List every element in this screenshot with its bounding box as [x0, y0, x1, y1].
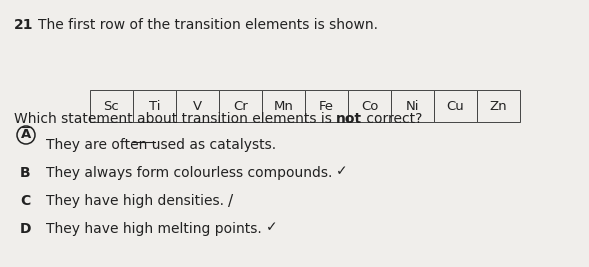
Bar	[434, 90, 477, 122]
Text: Ti: Ti	[149, 100, 160, 112]
Text: /: /	[228, 194, 233, 209]
Text: Mn: Mn	[273, 100, 293, 112]
Text: not: not	[336, 112, 362, 126]
Text: Co: Co	[361, 100, 378, 112]
Bar	[133, 90, 176, 122]
Text: correct?: correct?	[362, 112, 423, 126]
Text: D: D	[20, 222, 31, 236]
Bar	[176, 90, 219, 122]
Text: ✓: ✓	[266, 220, 277, 234]
Bar	[305, 90, 348, 122]
Bar	[219, 90, 262, 122]
Bar	[90, 90, 133, 122]
Text: Cu: Cu	[446, 100, 464, 112]
Bar	[391, 90, 434, 122]
Text: B: B	[20, 166, 31, 180]
Text: Cr: Cr	[233, 100, 248, 112]
Text: 21: 21	[14, 18, 34, 32]
Text: They have high melting points.: They have high melting points.	[46, 222, 262, 236]
Text: Which statement about transition elements is: Which statement about transition element…	[14, 112, 336, 126]
Text: C: C	[20, 194, 30, 208]
Text: The first row of the transition elements is shown.: The first row of the transition elements…	[38, 18, 378, 32]
Bar	[477, 90, 520, 122]
Text: Zn: Zn	[489, 100, 507, 112]
Text: They always form colourless compounds.: They always form colourless compounds.	[46, 166, 332, 180]
Text: Fe: Fe	[319, 100, 334, 112]
Text: A: A	[21, 128, 31, 142]
Text: Sc: Sc	[104, 100, 120, 112]
Bar	[348, 90, 391, 122]
Text: They have high densities.: They have high densities.	[46, 194, 224, 208]
Text: ✓: ✓	[336, 164, 348, 178]
Text: Ni: Ni	[406, 100, 419, 112]
Text: They are often used as catalysts.: They are often used as catalysts.	[46, 138, 276, 152]
Bar	[262, 90, 305, 122]
Text: V: V	[193, 100, 202, 112]
